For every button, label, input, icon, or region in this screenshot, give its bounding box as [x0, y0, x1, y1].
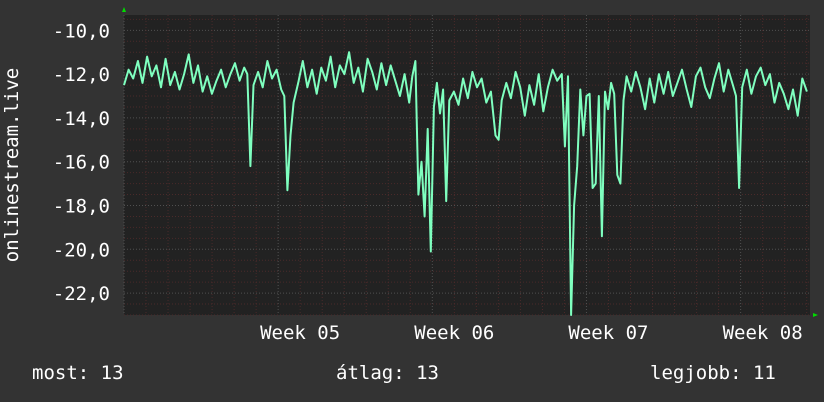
y-tick-label: -18,0 — [53, 196, 110, 218]
best-value: legjobb: 11 — [650, 362, 776, 384]
y-axis-label: onlinestream.live — [1, 68, 23, 262]
x-axis-arrow — [813, 313, 818, 317]
x-tick-label: Week 08 — [723, 322, 803, 344]
x-tick-label: Week 06 — [414, 322, 494, 344]
y-tick-label: -22,0 — [53, 283, 110, 305]
current-value: most: 13 — [32, 362, 124, 384]
axis-arrows — [122, 7, 818, 317]
y-tick-label: -16,0 — [53, 152, 110, 174]
y-tick-label: -12,0 — [53, 64, 110, 86]
y-tick-label: -14,0 — [53, 108, 110, 130]
x-tick-label: Week 07 — [568, 322, 648, 344]
series-line — [123, 51, 808, 316]
average-value: átlag: 13 — [336, 362, 439, 384]
y-axis-arrow — [122, 7, 126, 12]
plot-area — [124, 15, 810, 315]
x-tick-label: Week 05 — [260, 322, 340, 344]
y-tick-labels: -10,0 -12,0 -14,0 -16,0 -18,0 -20,0 -22,0 — [53, 20, 110, 305]
y-tick-label: -20,0 — [53, 239, 110, 261]
y-tick-label: -10,0 — [53, 20, 110, 42]
x-tick-labels: Week 05 Week 06 Week 07 Week 08 — [260, 322, 803, 344]
